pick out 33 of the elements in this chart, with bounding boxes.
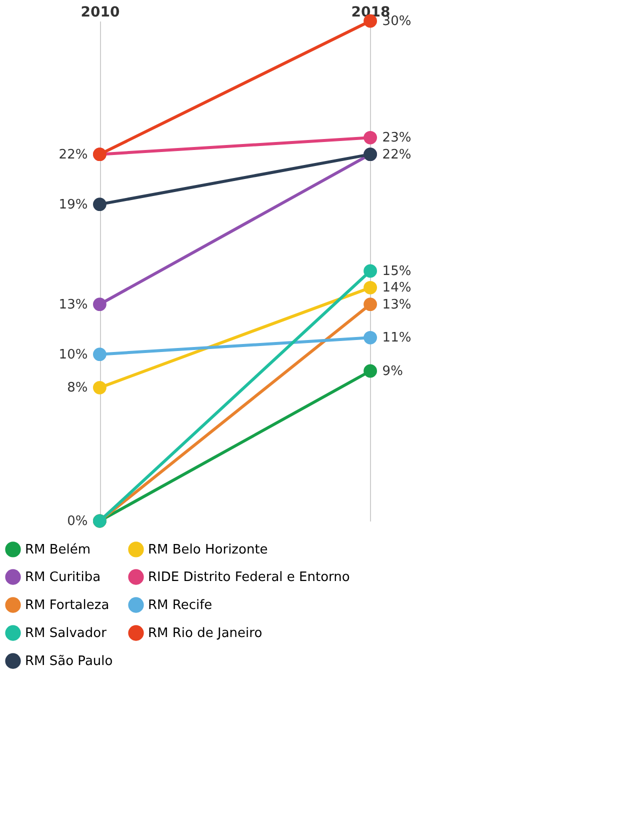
data-label: 23% <box>382 130 412 146</box>
legend-label: RM Salvador <box>25 626 108 641</box>
legend-label: RM Belo Horizonte <box>148 542 268 558</box>
data-label: 9% <box>382 364 403 379</box>
point <box>93 298 106 312</box>
point <box>93 380 106 394</box>
point <box>364 264 377 278</box>
point <box>93 348 106 362</box>
legend-label: RM Curitiba <box>25 570 101 585</box>
data-label: 13% <box>58 297 88 312</box>
point <box>364 298 377 312</box>
legend-label: RM São Paulo <box>25 654 113 669</box>
point <box>364 364 377 378</box>
data-label: 0% <box>67 514 88 529</box>
legend-label: RM Fortaleza <box>25 598 110 613</box>
data-label: 11% <box>382 330 412 346</box>
point <box>93 198 106 212</box>
data-label: 19% <box>58 197 88 212</box>
data-label: 22% <box>382 147 412 162</box>
point <box>364 130 377 144</box>
x-tick-label: 2010 <box>80 4 120 20</box>
data-label: 15% <box>382 264 412 279</box>
point <box>364 280 377 294</box>
legend-label: RIDE Distrito Federal e Entorno <box>148 570 350 585</box>
data-label: 10% <box>58 347 88 362</box>
legend-label: RM Recife <box>148 598 212 613</box>
data-label: 8% <box>67 380 88 396</box>
data-label: 13% <box>382 297 412 312</box>
legend-label: RM Rio de Janeiro <box>148 626 262 641</box>
data-label: 22% <box>58 147 88 162</box>
data-label: 14% <box>382 280 412 296</box>
legend-label: RM Belém <box>25 542 91 558</box>
point <box>364 330 377 344</box>
